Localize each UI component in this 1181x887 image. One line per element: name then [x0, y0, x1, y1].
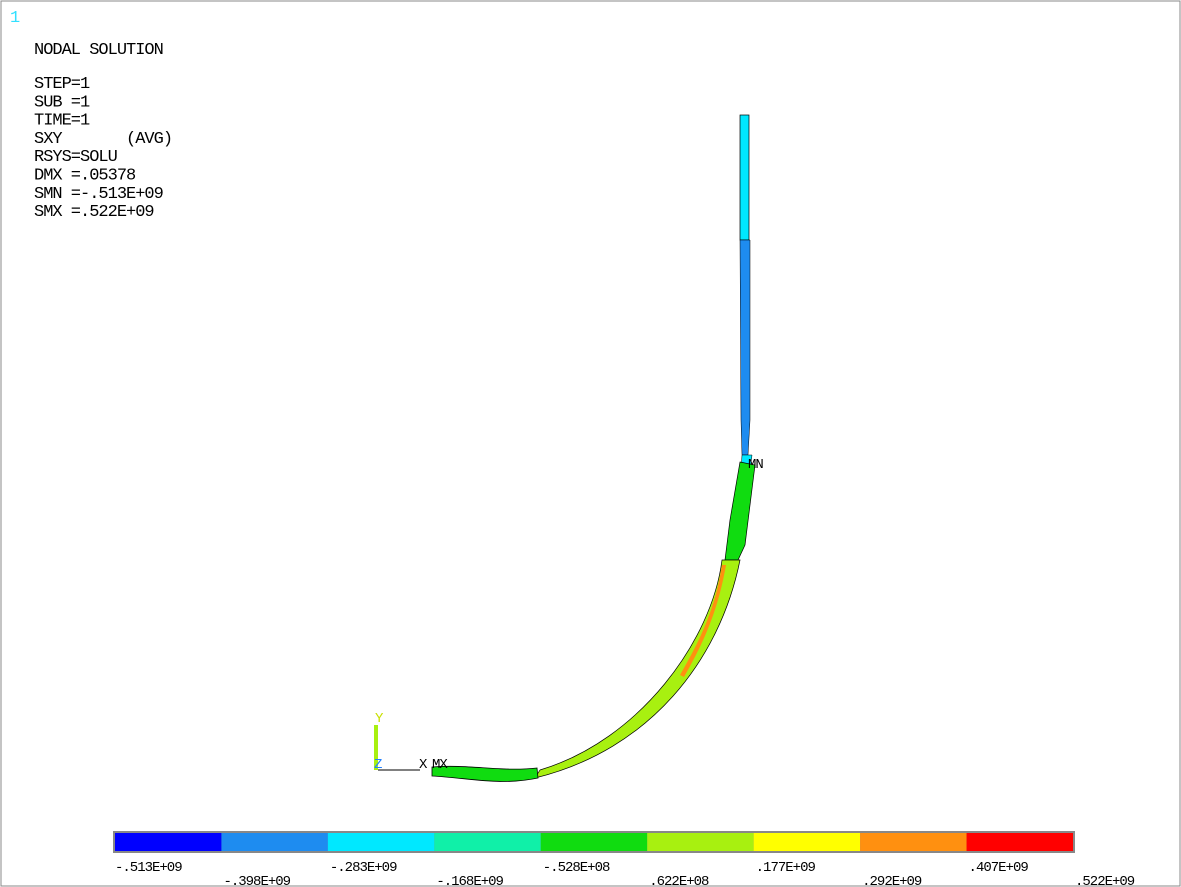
legend-label: .522E+09 [1075, 874, 1135, 887]
model: MN MX [432, 115, 763, 781]
legend-label: -.398E+09 [223, 874, 290, 887]
info-line: STEP=1 [34, 75, 90, 94]
legend-swatch [328, 833, 434, 851]
legend-swatch [754, 833, 860, 851]
legend-swatch [647, 833, 753, 851]
curve-segment [535, 560, 740, 778]
legend-swatch [541, 833, 647, 851]
triad-y-label: Y [375, 711, 384, 727]
bottom-segment [432, 766, 538, 781]
plot-title: NODAL SOLUTION [34, 41, 163, 60]
legend-label: -.513E+09 [115, 860, 182, 876]
legend-label: .292E+09 [862, 874, 922, 887]
legend-swatch [967, 833, 1073, 851]
triad-x-label: X [419, 757, 428, 773]
info-line: SUB =1 [34, 93, 90, 112]
info-line: SXY (AVG) [34, 130, 172, 149]
triad-z-label: Z [374, 757, 382, 773]
min-marker: MN [748, 457, 763, 473]
max-marker: MX [432, 757, 448, 773]
ansys-window: 1 NODAL SOLUTION STEP=1SUB =1TIME=1SXY (… [0, 0, 1181, 887]
legend-label: .622E+08 [649, 874, 709, 887]
info-line: SMX =.522E+09 [34, 203, 154, 222]
legend-label: .177E+09 [756, 860, 816, 876]
legend-swatch [434, 833, 540, 851]
plot-area: 1 NODAL SOLUTION STEP=1SUB =1TIME=1SXY (… [0, 0, 1181, 887]
legend-label: -.283E+09 [330, 860, 397, 876]
triad: Y Z X [374, 711, 428, 773]
legend-label: -.168E+09 [436, 874, 503, 887]
contour-legend: -.513E+09 -.398E+09 -.283E+09 -.168E+09 -.52… [113, 831, 1135, 887]
info-line: DMX =.05378 [34, 167, 136, 186]
legend-swatch [115, 833, 221, 851]
legend-label: .407E+09 [969, 860, 1029, 876]
window-number: 1 [10, 9, 20, 28]
green-segment [725, 462, 755, 560]
info-line: SMN =-.513E+09 [34, 185, 164, 204]
legend-swatch [860, 833, 966, 851]
legend-label: -.528E+08 [543, 860, 610, 876]
info-line: TIME=1 [34, 112, 90, 131]
upper-strip [740, 115, 749, 240]
info-line: RSYS=SOLU [34, 148, 117, 167]
legend-swatch [221, 833, 327, 851]
blue-region [740, 240, 750, 455]
